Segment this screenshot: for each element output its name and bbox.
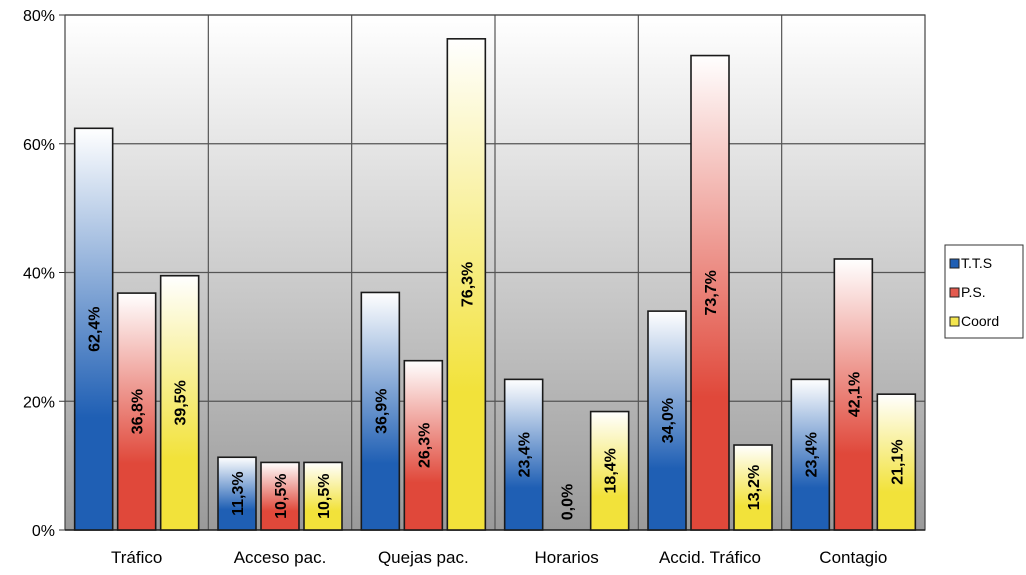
legend-swatch (949, 316, 960, 327)
bar-coord-1 (303, 461, 343, 531)
data-label: 42,1% (846, 372, 863, 417)
bar-coord-0 (159, 274, 200, 531)
y-tick-label: 40% (23, 266, 55, 283)
y-tick-label: 60% (23, 137, 55, 154)
data-label: 10,5% (273, 474, 290, 519)
plot-area: 0% 20% 40% 60% 80% 62,4% 36,8% 39,5% Tráfico 11,3… (23, 8, 926, 567)
y-tick-label: 0% (32, 523, 55, 540)
legend: T.T.S P.S. Coord (944, 244, 1024, 339)
bar-t-t-s-0 (73, 127, 114, 531)
bar-t-t-s-1 (217, 456, 257, 531)
bar-p-s--4 (690, 54, 730, 531)
data-label: 73,7% (703, 270, 720, 315)
bar-coord-5 (876, 393, 917, 531)
data-label: 62,4% (87, 306, 104, 351)
data-label: 26,3% (416, 423, 433, 468)
data-label: 39,5% (173, 380, 190, 425)
bar-coord-3 (589, 410, 630, 531)
bar-t-t-s-2 (360, 291, 401, 531)
data-label: 76,3% (459, 262, 476, 307)
x-tick-label: Contagio (819, 548, 887, 567)
data-label: 36,8% (130, 389, 147, 434)
data-label: 0,0% (560, 484, 577, 520)
legend-label: Coord (961, 313, 999, 329)
legend-label: T.T.S (961, 255, 992, 271)
data-label: 10,5% (316, 474, 333, 519)
data-label: 23,4% (517, 432, 534, 477)
x-tick-label: Tráfico (111, 548, 162, 567)
bar-coord-2 (446, 38, 487, 531)
y-tick-label: 80% (23, 8, 55, 25)
data-label: 36,9% (373, 389, 390, 434)
bar-p-s--2 (403, 359, 444, 531)
bar-p-s--0 (116, 292, 157, 531)
data-label: 11,3% (230, 471, 247, 515)
legend-swatch (949, 258, 960, 269)
bar-coord-4 (733, 444, 773, 531)
bar-t-t-s-3 (503, 378, 544, 531)
x-tick-label: Acceso pac. (234, 548, 327, 567)
data-label: 23,4% (803, 432, 820, 477)
bar-t-t-s-5 (790, 378, 831, 531)
data-label: 18,4% (603, 448, 620, 493)
legend-swatch (949, 287, 960, 298)
bar-t-t-s-4 (647, 310, 687, 531)
bar-p-s--1 (260, 461, 300, 531)
legend-label: P.S. (961, 284, 986, 300)
data-label: 34,0% (660, 398, 677, 443)
y-tick-label: 20% (23, 394, 55, 411)
data-label: 13,2% (746, 465, 763, 510)
bar-p-s--5 (833, 258, 874, 531)
data-label: 21,1% (889, 439, 906, 484)
x-tick-label: Quejas pac. (378, 548, 469, 567)
x-tick-label: Horarios (535, 548, 599, 567)
x-tick-label: Accid. Tráfico (659, 548, 761, 567)
